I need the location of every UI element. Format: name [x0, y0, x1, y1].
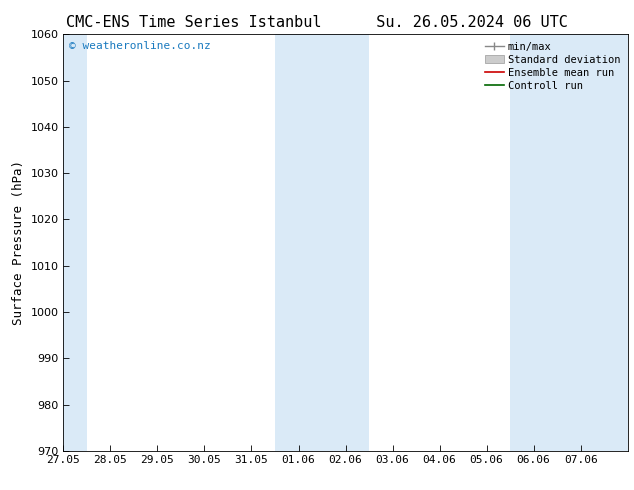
Bar: [510, 34, 628, 451]
Text: CMC-ENS Time Series Istanbul      Su. 26.05.2024 06 UTC: CMC-ENS Time Series Istanbul Su. 26.05.2…: [66, 15, 568, 30]
Bar: [275, 34, 369, 451]
Legend: min/max, Standard deviation, Ensemble mean run, Controll run: min/max, Standard deviation, Ensemble me…: [481, 37, 624, 95]
Bar: [63, 34, 87, 451]
Text: © weatheronline.co.nz: © weatheronline.co.nz: [69, 41, 210, 50]
Y-axis label: Surface Pressure (hPa): Surface Pressure (hPa): [12, 160, 25, 325]
